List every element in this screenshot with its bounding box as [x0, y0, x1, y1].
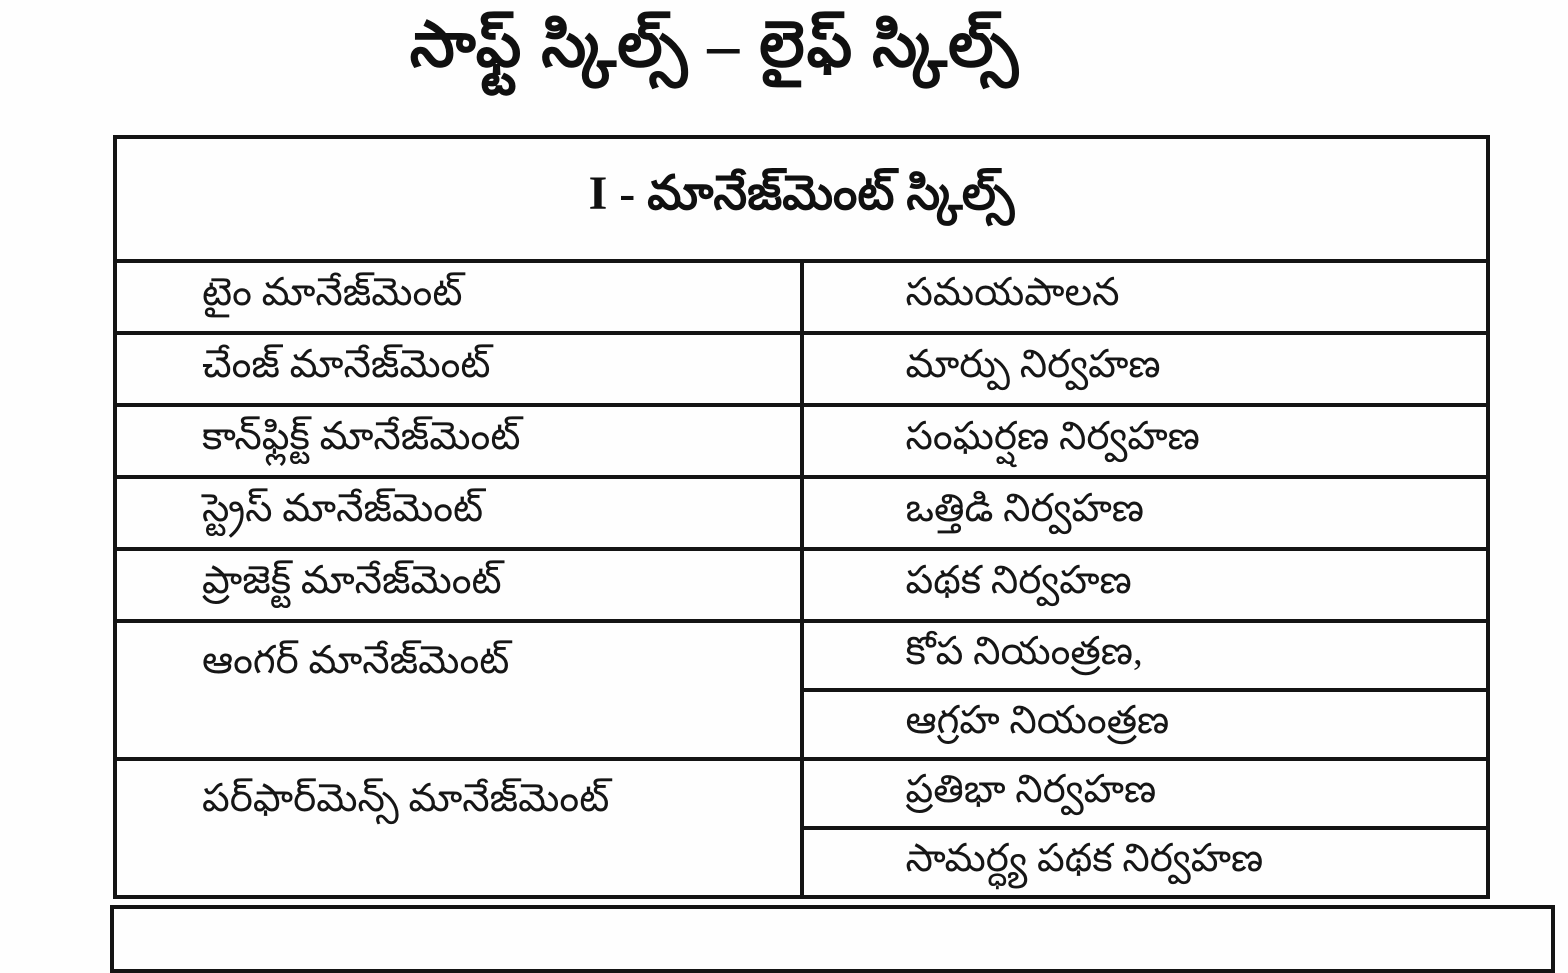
cell-english-term: ప్రాజెక్ట్ మానేజ్‌మెంట్: [113, 547, 804, 623]
table-header: I - మానేజ్‌మెంట్ స్కిల్స్: [113, 135, 1490, 263]
table-row: టైం మానేజ్‌మెంట్ సమయపాలన: [113, 259, 1490, 335]
table-row: చేంజ్ మానేజ్‌మెంట్ మార్పు నిర్వహణ: [113, 331, 1490, 407]
management-skills-table: I - మానేజ్‌మెంట్ స్కిల్స్ టైం మానేజ్‌మెం…: [113, 135, 1490, 899]
cell-telugu-term: సమయపాలన: [799, 259, 1490, 335]
cell-english-term: టైం మానేజ్‌మెంట్: [113, 259, 804, 335]
cell-telugu-term: పథక నిర్వహణ: [799, 547, 1490, 623]
cell-telugu-term: ఆగ్రహ నియంత్రణ: [799, 688, 1490, 761]
cell-english-term: ఆంగర్ మానేజ్‌మెంట్: [113, 619, 804, 761]
cell-telugu-term: ప్రతిభా నిర్వహణ: [799, 757, 1490, 830]
cell-telugu-term: సంఘర్షణ నిర్వహణ: [799, 403, 1490, 479]
table-header-row: I - మానేజ్‌మెంట్ స్కిల్స్: [113, 135, 1490, 263]
cell-telugu-term: మార్పు నిర్వహణ: [799, 331, 1490, 407]
table-row: ప్రాజెక్ట్ మానేజ్‌మెంట్ పథక నిర్వహణ: [113, 547, 1490, 623]
cell-english-term: చేంజ్ మానేజ్‌మెంట్: [113, 331, 804, 407]
table-row: ఆంగర్ మానేజ్‌మెంట్ కోప నియంత్రణ,: [113, 619, 1490, 761]
page-title: సాఫ్ట్ స్కిల్స్ – లైఫ్ స్కిల్స్: [409, 9, 1021, 80]
next-section-box-partial: [110, 905, 1555, 973]
cell-english-term: పర్‌ఫార్‌మెన్స్ మానేజ్‌మెంట్: [113, 757, 804, 899]
cell-telugu-term: ఒత్తిడి నిర్వహణ: [799, 475, 1490, 551]
cell-telugu-term: సామర్ధ్య పథక నిర్వహణ: [799, 826, 1490, 899]
cell-telugu-term: కోప నియంత్రణ,: [799, 619, 1490, 692]
table-row: సామర్ధ్య పథక నిర్వహణ: [115, 826, 1490, 899]
table-row: ఆగ్రహ నియంత్రణ: [115, 688, 1490, 761]
table-row: స్ట్రెస్ మానేజ్‌మెంట్ ఒత్తిడి నిర్వహణ: [113, 475, 1490, 551]
table-row: కాన్‌ఫ్లిక్ట్ మానేజ్‌మెంట్ సంఘర్షణ నిర్వ…: [113, 403, 1490, 479]
cell-english-term: కాన్‌ఫ్లిక్ట్ మానేజ్‌మెంట్: [113, 403, 804, 479]
cell-english-term: స్ట్రెస్ మానేజ్‌మెంట్: [113, 475, 804, 551]
table-row: పర్‌ఫార్‌మెన్స్ మానేజ్‌మెంట్ ప్రతిభా నిర…: [113, 757, 1490, 899]
